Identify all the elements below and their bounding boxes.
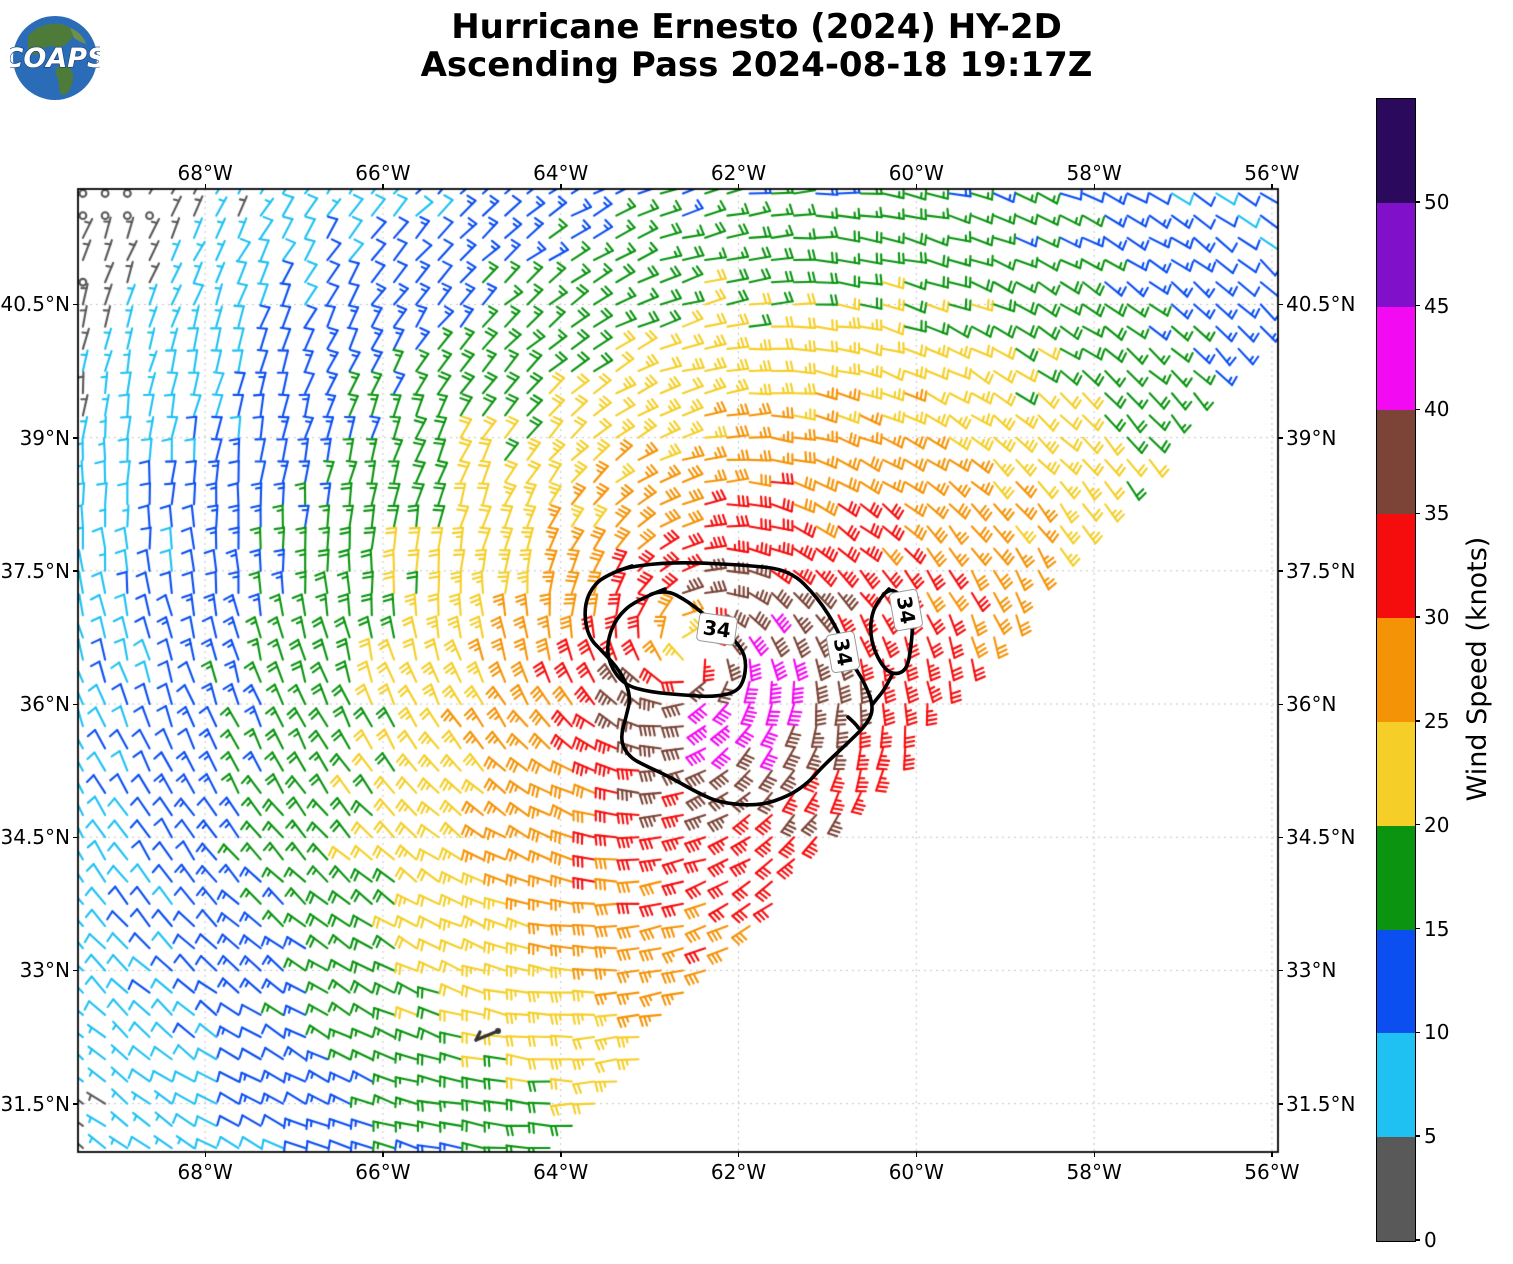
x-tick-top-6: 56°W (1244, 161, 1300, 185)
axis-tick-mark (1414, 1135, 1420, 1137)
axis-tick-mark (1271, 184, 1273, 189)
colorbar-segment-35-40 (1377, 409, 1415, 515)
axis-tick-mark (1278, 836, 1283, 839)
axis-tick-mark (1414, 824, 1420, 826)
axis-tick-mark (1414, 616, 1420, 618)
y-tick-right-1: 39°N (1286, 425, 1337, 450)
axis-tick-mark (1278, 969, 1283, 972)
x-tick-bottom-0: 68°W (177, 1160, 233, 1184)
y-tick-right-3: 36°N (1286, 692, 1337, 717)
x-tick-top-3: 62°W (710, 161, 767, 185)
colorbar-segment-25-30 (1377, 617, 1415, 722)
colorbar-segment-15-20 (1377, 825, 1415, 930)
colorbar-tick-30: 30 (1424, 605, 1450, 630)
axis-tick-mark (1278, 303, 1283, 306)
axis-tick-mark (1414, 304, 1420, 307)
axis-tick-mark (1414, 1239, 1420, 1241)
y-tick-left-2: 37.5°N (0, 558, 71, 583)
y-tick-left-6: 31.5°N (0, 1091, 71, 1116)
colorbar-axis-label: Wind Speed (knots) (1462, 536, 1493, 802)
x-tick-bottom-6: 56°W (1244, 1160, 1300, 1184)
colorbar-segment-50-55 (1377, 98, 1415, 203)
colorbar (1376, 98, 1416, 1242)
axis-tick-mark (204, 184, 207, 189)
colorbar-segment-30-35 (1377, 513, 1415, 619)
colorbar-segment-40-45 (1377, 306, 1415, 411)
colorbar-tick-25: 25 (1424, 708, 1450, 733)
y-tick-right-6: 31.5°N (1286, 1091, 1356, 1116)
colorbar-segment-10-15 (1377, 929, 1415, 1034)
axis-tick-mark (1414, 512, 1420, 514)
axis-tick-mark (1271, 1152, 1273, 1157)
axis-tick-mark (915, 1152, 918, 1157)
colorbar-tick-5: 5 (1424, 1124, 1437, 1149)
axis-tick-mark (1414, 201, 1420, 203)
x-tick-bottom-2: 64°W (533, 1160, 589, 1184)
axis-tick-mark (738, 184, 740, 189)
x-tick-bottom-4: 60°W (888, 1160, 944, 1184)
y-tick-left-3: 36°N (19, 692, 70, 717)
axis-tick-mark (204, 1152, 207, 1157)
x-tick-bottom-3: 62°W (710, 1160, 767, 1184)
axis-tick-mark (73, 303, 78, 306)
axis-tick-mark (382, 184, 384, 189)
x-tick-bottom-5: 58°W (1066, 1160, 1122, 1184)
y-tick-right-0: 40.5°N (1286, 292, 1356, 317)
axis-tick-mark (73, 437, 78, 439)
colorbar-tick-15: 15 (1424, 916, 1450, 941)
axis-tick-mark (560, 184, 562, 189)
x-tick-top-4: 60°W (888, 161, 944, 185)
y-tick-left-0: 40.5°N (0, 292, 71, 317)
x-tick-top-0: 68°W (177, 161, 233, 185)
axis-tick-mark (1278, 1103, 1283, 1105)
y-tick-left-1: 39°N (19, 425, 70, 450)
axis-tick-mark (73, 570, 78, 572)
y-tick-left-5: 33°N (19, 958, 70, 983)
axis-tick-mark (73, 836, 78, 839)
axis-tick-mark (1414, 720, 1420, 722)
x-tick-top-5: 58°W (1066, 161, 1122, 185)
axis-tick-mark (738, 1152, 740, 1157)
colorbar-segment-5-10 (1377, 1032, 1415, 1138)
axis-tick-mark (73, 703, 78, 705)
axis-tick-mark (1414, 1031, 1420, 1034)
colorbar-tick-20: 20 (1424, 812, 1450, 837)
axis-tick-mark (560, 1152, 562, 1157)
colorbar-segment-45-50 (1377, 202, 1415, 307)
y-tick-right-4: 34.5°N (1286, 825, 1356, 850)
axis-tick-mark (915, 184, 918, 189)
axis-tick-mark (1278, 570, 1283, 572)
colorbar-segment-20-25 (1377, 721, 1415, 826)
y-tick-left-4: 34.5°N (0, 825, 71, 850)
axis-tick-mark (382, 1152, 384, 1157)
colorbar-segment-0-5 (1377, 1136, 1415, 1241)
colorbar-tick-50: 50 (1424, 189, 1450, 214)
x-tick-bottom-1: 66°W (355, 1160, 411, 1184)
colorbar-tick-40: 40 (1424, 397, 1450, 422)
axis-tick-mark (1414, 408, 1420, 411)
colorbar-tick-10: 10 (1424, 1020, 1450, 1045)
colorbar-tick-0: 0 (1424, 1228, 1437, 1252)
colorbar-tick-35: 35 (1424, 501, 1450, 526)
y-tick-right-2: 37.5°N (1286, 558, 1356, 583)
axis-tick-mark (1278, 437, 1283, 439)
axis-tick-mark (1093, 1152, 1096, 1157)
colorbar-tick-45: 45 (1424, 293, 1450, 318)
axis-tick-mark (1093, 184, 1096, 189)
axis-tick-mark (73, 1103, 78, 1105)
x-tick-top-1: 66°W (355, 161, 411, 185)
axis-tick-mark (1278, 703, 1283, 705)
axis-tick-mark (1414, 927, 1420, 930)
x-tick-top-2: 64°W (533, 161, 589, 185)
axis-tick-mark (73, 969, 78, 972)
y-tick-right-5: 33°N (1286, 958, 1337, 983)
